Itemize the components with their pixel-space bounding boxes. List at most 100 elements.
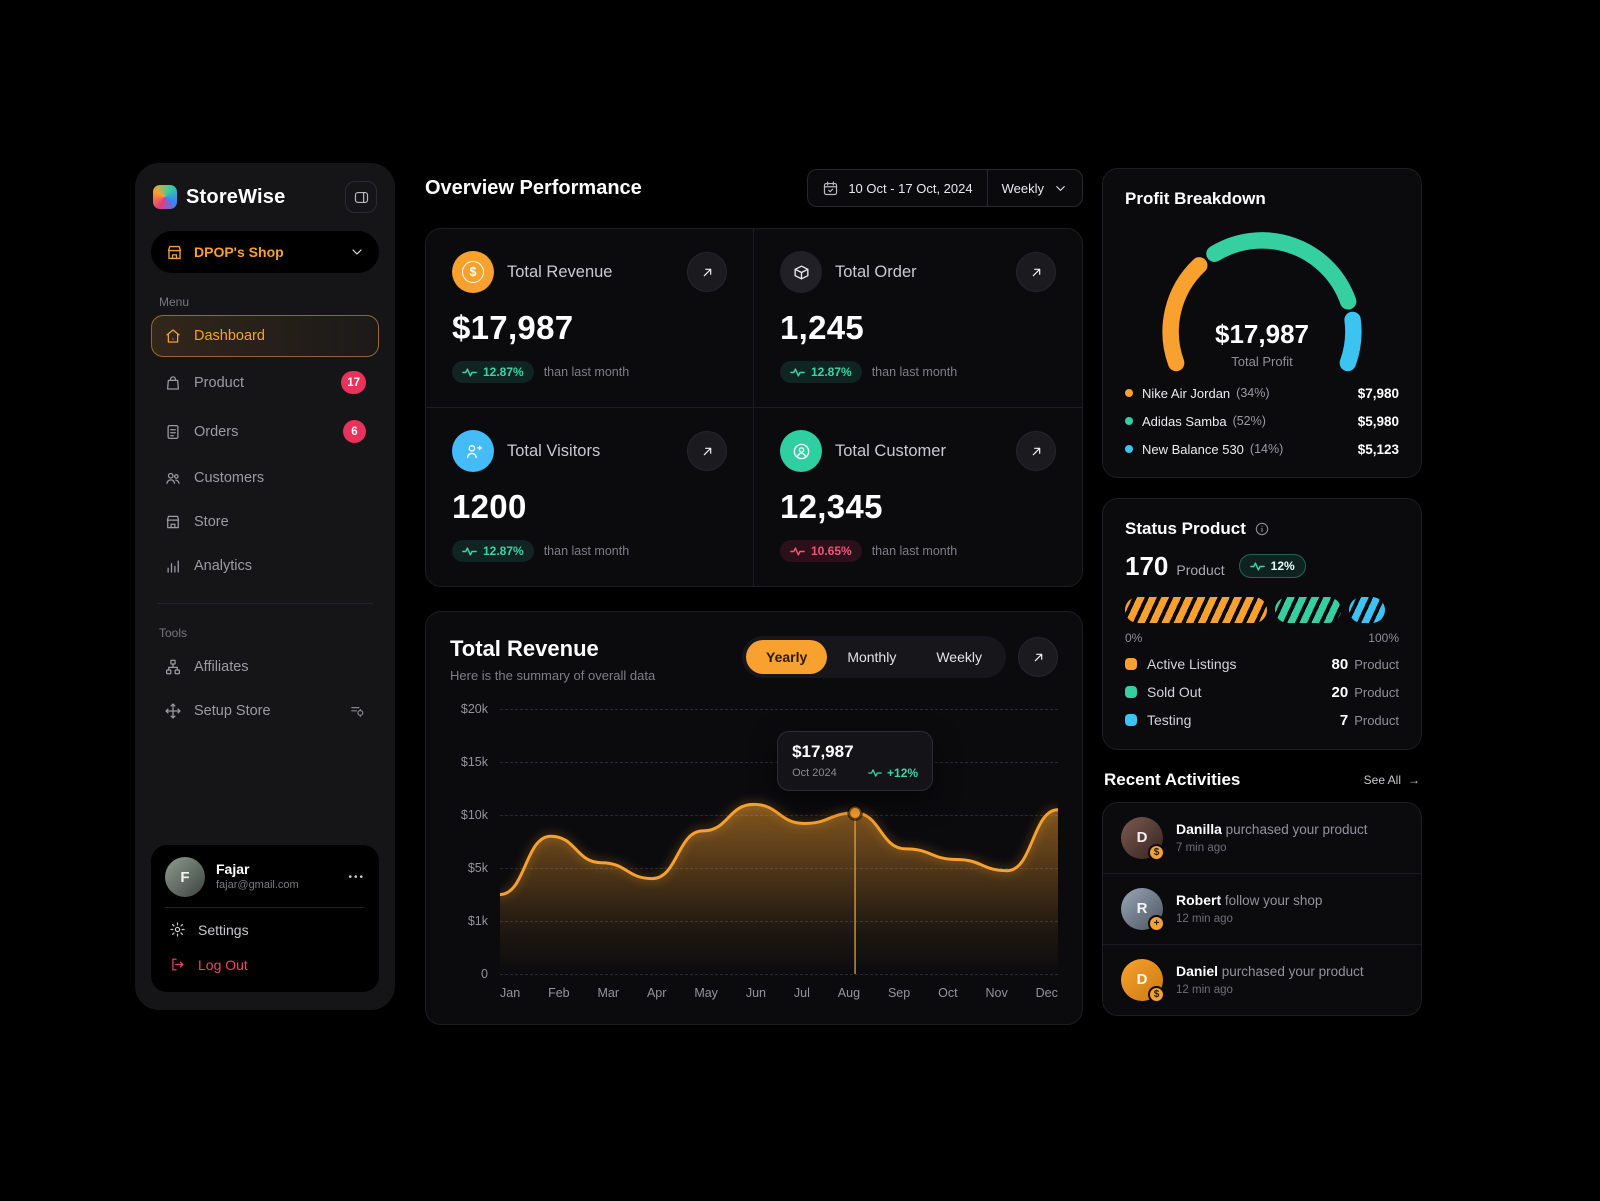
total-profit-label: Total Profit: [1231, 353, 1293, 369]
avatar-initial: R: [1136, 900, 1148, 918]
expand-chart-button[interactable]: [1018, 637, 1058, 677]
x-axis-label: Mar: [597, 986, 620, 1000]
x-axis-label: Jan: [500, 986, 521, 1000]
pulse-icon: [462, 546, 477, 556]
purchase-badge-icon: $: [1148, 985, 1165, 1003]
activity-row[interactable]: D $ Danilla purchased your product 7 min…: [1103, 803, 1421, 873]
sidebar-item-analytics[interactable]: Analytics: [151, 545, 379, 587]
storefront-icon: [167, 245, 182, 259]
settings-item[interactable]: Settings: [165, 912, 365, 947]
activity-row[interactable]: D $ Daniel purchased your product 12 min…: [1103, 943, 1421, 1015]
shop-selector[interactable]: DPOP's Shop: [151, 231, 379, 273]
calendar-icon: [822, 180, 839, 197]
tab-monthly[interactable]: Monthly: [827, 640, 916, 674]
status-legend: Active Listings 80 Product Sold Out 20 Pro…: [1125, 656, 1399, 729]
activity-row[interactable]: R + Robert follow your shop 12 min ago: [1103, 872, 1421, 944]
sidebar-nav: Dashboard Product 17 Orders 6 Customers …: [151, 315, 379, 589]
see-all-button[interactable]: See All →: [1363, 772, 1420, 787]
sidebar-item-orders[interactable]: Orders 6: [151, 408, 379, 455]
sidebar-item-store[interactable]: Store: [151, 501, 379, 543]
chart-titles: Total Revenue Here is the summary of ove…: [450, 636, 655, 683]
status-delta-chip: 12%: [1238, 554, 1306, 579]
receipt-icon: [164, 423, 182, 441]
legend-item: Testing 7 Product: [1125, 712, 1399, 729]
stats-grid: $ Total Revenue $17,987 12.87% than last…: [425, 228, 1083, 587]
avatar: R +: [1121, 887, 1165, 932]
sidebar-item-product[interactable]: Product 17: [151, 359, 379, 406]
legend-swatch: [1125, 714, 1137, 727]
open-customers-button[interactable]: [1016, 431, 1056, 471]
arrow-up-right-icon: [703, 268, 711, 276]
recent-activities-header: Recent Activities See All →: [1102, 770, 1422, 790]
sidebar-item-label: Dashboard: [194, 328, 265, 344]
chart-plot-area[interactable]: $17,987 Oct 2024 +12%: [500, 709, 1058, 975]
panel-collapse-icon: [354, 191, 368, 203]
user-more-button[interactable]: •••: [348, 871, 365, 883]
x-axis-label: Feb: [548, 986, 570, 1000]
legend-dot: [1125, 417, 1133, 426]
info-icon[interactable]: [1254, 521, 1270, 537]
chart-line: [500, 802, 1058, 896]
gauge-chart: [1162, 232, 1362, 372]
stat-note: than last month: [871, 365, 958, 379]
recent-activities-title: Recent Activities: [1104, 769, 1241, 789]
move-icon: [164, 702, 182, 720]
setup-options-icon[interactable]: [349, 703, 366, 720]
x-axis: Jan Feb Mar Apr May Jun Jul Aug Sep Oct Nov Dec: [500, 986, 1058, 1000]
profit-gauge: $17,987 Total Profit: [1125, 213, 1399, 373]
main-header: Overview Performance 10 Oct - 17 Oct, 20…: [425, 168, 1083, 208]
sidebar-item-label: Product: [194, 374, 244, 391]
tab-weekly[interactable]: Weekly: [916, 640, 1002, 674]
sidebar-item-label: Orders: [194, 423, 239, 440]
open-revenue-button[interactable]: [687, 252, 727, 292]
sidebar-item-label: Store: [194, 514, 229, 530]
stat-value: 1,245: [780, 309, 865, 346]
sidebar-item-affiliates[interactable]: Affiliates: [151, 646, 379, 688]
date-controls: 10 Oct - 17 Oct, 2024 Weekly: [807, 169, 1083, 207]
tab-yearly[interactable]: Yearly: [746, 640, 828, 674]
total-profit-value: $17,987: [1215, 318, 1309, 349]
legend-dot: [1125, 389, 1133, 398]
x-axis-label: Nov: [985, 986, 1008, 1000]
main-content: Overview Performance 10 Oct - 17 Oct, 20…: [425, 168, 1083, 1025]
open-orders-button[interactable]: [1016, 252, 1056, 292]
date-range-picker[interactable]: 10 Oct - 17 Oct, 2024: [808, 170, 986, 206]
arrow-up-right-icon: [703, 447, 711, 455]
product-count-unit: Product: [1176, 561, 1225, 578]
bar-segment-testing: [1349, 596, 1385, 623]
sidebar-item-setup-store[interactable]: Setup Store: [151, 690, 379, 732]
x-axis-label: Oct: [938, 986, 958, 1000]
sidebar-item-customers[interactable]: Customers: [151, 457, 379, 499]
stat-note: than last month: [543, 365, 630, 379]
user-row: F Fajar fajar@gmail.com •••: [165, 857, 365, 897]
open-visitors-button[interactable]: [687, 431, 727, 471]
sidebar-item-label: Analytics: [194, 558, 253, 574]
sidebar-item-dashboard[interactable]: Dashboard: [151, 315, 379, 357]
delta-pill: 12.87%: [452, 540, 534, 562]
pulse-icon: [790, 546, 805, 556]
avatar-initial: D: [1136, 829, 1148, 847]
storewise-logo-icon: [153, 185, 177, 209]
period-value: Weekly: [1001, 180, 1044, 196]
dollar-glyph: $: [462, 261, 484, 283]
brand-name: StoreWise: [186, 185, 286, 208]
logout-item[interactable]: Log Out: [165, 947, 365, 982]
status-product-card: Status Product 170 Product 12% 0% 100% A…: [1102, 497, 1422, 750]
stat-label: Total Order: [835, 262, 917, 281]
legend-swatch: [1125, 686, 1137, 699]
x-axis-label: Sep: [887, 986, 911, 1000]
x-axis-label: Jul: [793, 986, 810, 1000]
delta-pill: 12.87%: [452, 361, 534, 383]
period-dropdown[interactable]: Weekly: [986, 170, 1082, 206]
sidebar-divider: [157, 603, 373, 604]
users-icon: [164, 469, 182, 487]
x-axis-label: Jun: [745, 986, 766, 1000]
avatar: F: [165, 857, 205, 897]
x-axis-label: Apr: [646, 986, 667, 1000]
chevron-down-icon: [1056, 185, 1065, 191]
gauge-segment: [1162, 257, 1208, 372]
person-plus-icon: [452, 430, 494, 472]
purchase-badge-icon: $: [1148, 843, 1165, 861]
sidebar-collapse-button[interactable]: [345, 181, 377, 213]
gauge-center: $17,987 Total Profit: [1125, 319, 1399, 369]
